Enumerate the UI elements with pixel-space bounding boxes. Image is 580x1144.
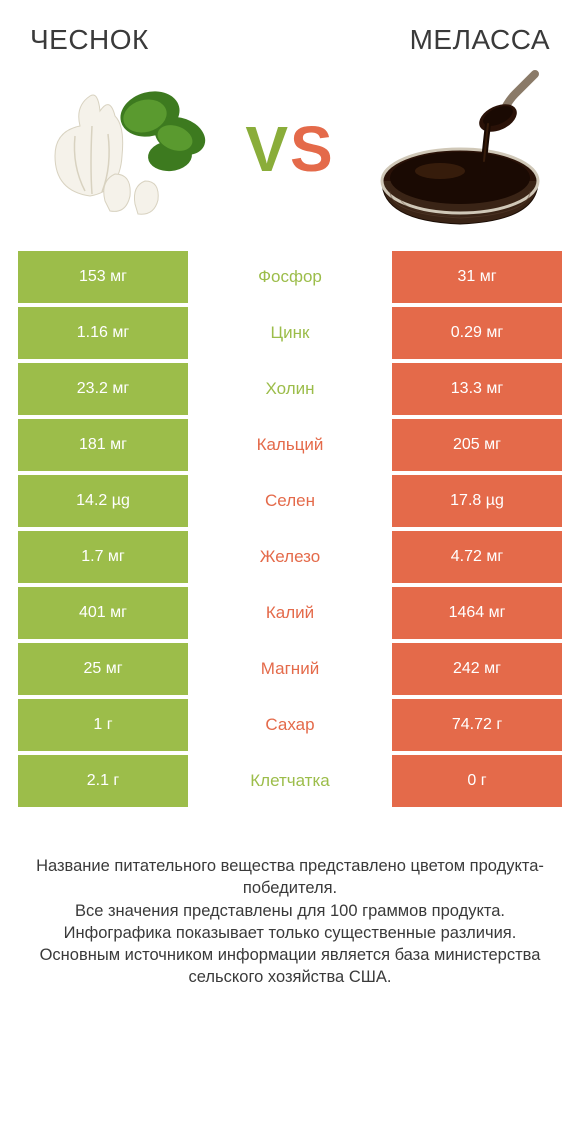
vs-v: V — [245, 113, 290, 185]
right-value-cell: 0.29 мг — [392, 307, 562, 359]
header: ЧЕСНОК МЕЛАССА — [0, 0, 580, 56]
molasses-image — [360, 66, 550, 231]
left-value-cell: 1 г — [18, 699, 188, 751]
left-value-cell: 153 мг — [18, 251, 188, 303]
right-value-cell: 13.3 мг — [392, 363, 562, 415]
left-value-cell: 14.2 µg — [18, 475, 188, 527]
table-row: 1.7 мгЖелезо4.72 мг — [18, 531, 562, 583]
left-value-cell: 1.16 мг — [18, 307, 188, 359]
table-row: 25 мгМагний242 мг — [18, 643, 562, 695]
left-value-cell: 2.1 г — [18, 755, 188, 807]
table-row: 181 мгКальций205 мг — [18, 419, 562, 471]
nutrient-label-cell: Селен — [188, 475, 392, 527]
nutrient-label-cell: Магний — [188, 643, 392, 695]
nutrient-label-cell: Холин — [188, 363, 392, 415]
footer-line: Название питательного вещества представл… — [30, 855, 550, 900]
left-value-cell: 25 мг — [18, 643, 188, 695]
left-product-title: ЧЕСНОК — [30, 24, 149, 56]
right-value-cell: 205 мг — [392, 419, 562, 471]
left-value-cell: 1.7 мг — [18, 531, 188, 583]
comparison-table: 153 мгФосфор31 мг1.16 мгЦинк0.29 мг23.2 … — [0, 251, 580, 807]
footer-line: Инфографика показывает только существенн… — [30, 922, 550, 944]
footer-line: Основным источником информации является … — [30, 944, 550, 989]
table-row: 401 мгКалий1464 мг — [18, 587, 562, 639]
right-value-cell: 4.72 мг — [392, 531, 562, 583]
right-value-cell: 0 г — [392, 755, 562, 807]
right-value-cell: 31 мг — [392, 251, 562, 303]
right-value-cell: 17.8 µg — [392, 475, 562, 527]
footer-notes: Название питательного вещества представл… — [0, 807, 580, 989]
table-row: 1 гСахар74.72 г — [18, 699, 562, 751]
left-value-cell: 181 мг — [18, 419, 188, 471]
nutrient-label-cell: Железо — [188, 531, 392, 583]
footer-line: Все значения представлены для 100 граммо… — [30, 900, 550, 922]
nutrient-label-cell: Калий — [188, 587, 392, 639]
product-images-row: VS — [0, 56, 580, 251]
right-product-title: МЕЛАССА — [410, 24, 550, 56]
left-value-cell: 401 мг — [18, 587, 188, 639]
nutrient-label-cell: Цинк — [188, 307, 392, 359]
left-value-cell: 23.2 мг — [18, 363, 188, 415]
garlic-image — [30, 66, 220, 231]
right-value-cell: 242 мг — [392, 643, 562, 695]
right-value-cell: 74.72 г — [392, 699, 562, 751]
table-row: 23.2 мгХолин13.3 мг — [18, 363, 562, 415]
table-row: 14.2 µgСелен17.8 µg — [18, 475, 562, 527]
nutrient-label-cell: Клетчатка — [188, 755, 392, 807]
vs-label: VS — [245, 112, 334, 186]
nutrient-label-cell: Кальций — [188, 419, 392, 471]
table-row: 2.1 гКлетчатка0 г — [18, 755, 562, 807]
right-value-cell: 1464 мг — [392, 587, 562, 639]
table-row: 153 мгФосфор31 мг — [18, 251, 562, 303]
table-row: 1.16 мгЦинк0.29 мг — [18, 307, 562, 359]
nutrient-label-cell: Фосфор — [188, 251, 392, 303]
vs-s: S — [290, 113, 335, 185]
nutrient-label-cell: Сахар — [188, 699, 392, 751]
